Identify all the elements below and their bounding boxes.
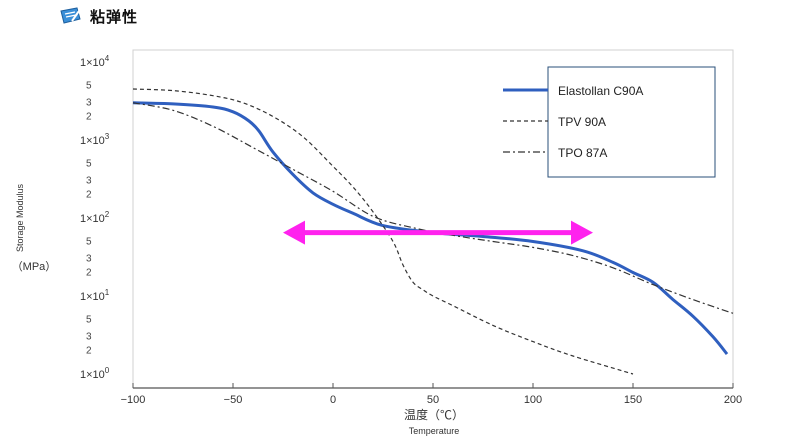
y-minor-tick-label: 2 xyxy=(86,190,92,201)
line-tpo-87a xyxy=(132,102,734,314)
y-minor-tick-label: 3 xyxy=(86,332,92,343)
range-arrow-head-right xyxy=(571,220,593,245)
chart-legend: Elastollan C90A TPV 90A TPO 87A xyxy=(503,66,716,178)
x-tick-label: 200 xyxy=(724,394,742,406)
line-elastollan-c90a xyxy=(132,101,729,356)
y-minor-tick-label: 5 xyxy=(86,80,92,91)
y-minor-tick-label: 5 xyxy=(86,314,92,325)
y-tick-label: 1×104 xyxy=(80,54,110,69)
x-axis-subtitle: Temperature xyxy=(409,426,460,436)
y-tick-label: 1×100 xyxy=(80,366,110,381)
x-tick-label: 100 xyxy=(524,394,542,406)
y-minor-tick-label: 5 xyxy=(86,158,92,169)
y-axis-title: Storage Modulus xyxy=(15,183,25,252)
x-tick-label: 0 xyxy=(330,394,336,406)
section-header: 粘弹性 xyxy=(58,4,138,28)
y-minor-tick-label: 2 xyxy=(86,268,92,279)
range-arrow-head-left xyxy=(283,220,305,245)
y-minor-tick-label: 2 xyxy=(86,112,92,123)
section-title: 粘弹性 xyxy=(90,7,139,26)
legend-label-elastollan: Elastollan C90A xyxy=(558,84,643,98)
y-tick-label: 1×102 xyxy=(80,210,110,225)
x-tick-label: −50 xyxy=(224,394,243,406)
pencil-note-icon xyxy=(60,7,81,24)
y-axis-unit: （MPa） xyxy=(12,260,57,273)
legend-label-tpo: TPO 87A xyxy=(558,146,607,160)
x-tick-label: 150 xyxy=(624,394,642,406)
y-minor-tick-label: 5 xyxy=(86,236,92,247)
x-axis-title: 温度（℃） xyxy=(404,407,464,422)
line-tpv-90a xyxy=(132,88,634,375)
x-tick-label: −100 xyxy=(121,394,146,406)
y-minor-tick-label: 3 xyxy=(86,176,92,187)
y-tick-label: 1×101 xyxy=(80,288,110,303)
legend-box xyxy=(547,66,716,178)
y-minor-tick-label: 3 xyxy=(86,254,92,265)
legend-label-tpv: TPV 90A xyxy=(558,115,606,129)
y-tick-label: 1×103 xyxy=(80,132,110,147)
y-minor-tick-label: 3 xyxy=(86,98,92,109)
x-tick-label: 50 xyxy=(427,394,439,406)
y-minor-tick-label: 2 xyxy=(86,346,92,357)
